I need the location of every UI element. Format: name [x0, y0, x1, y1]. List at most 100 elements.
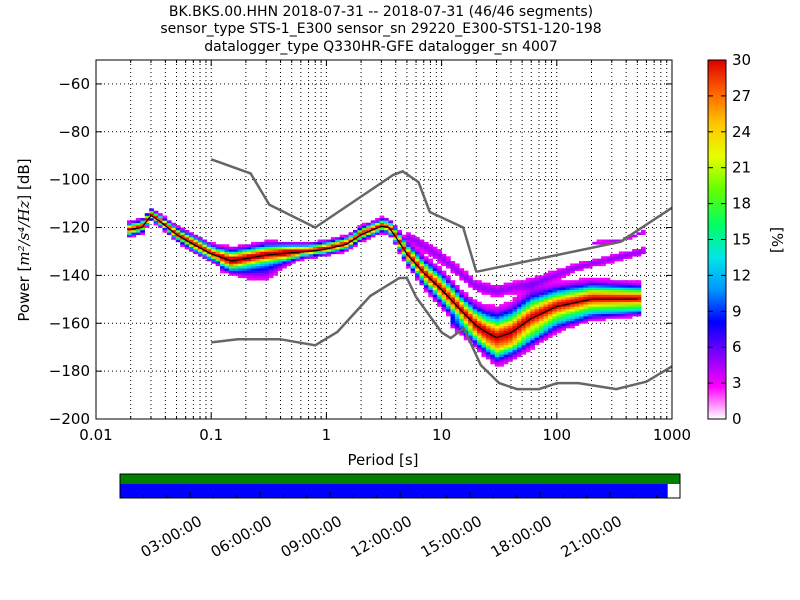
heatmap-cell: [539, 313, 544, 317]
heatmap-cell: [503, 313, 509, 317]
heatmap-cell: [273, 251, 278, 255]
heatmap-cell: [202, 239, 208, 243]
noise-model-curves: [127, 158, 672, 391]
heatmap-cell: [618, 256, 624, 259]
heatmap-cell: [454, 284, 460, 288]
heatmap-cell: [530, 296, 535, 300]
heatmap-cell: [565, 320, 571, 324]
heatmap-cell: [410, 256, 416, 259]
heatmap-cell: [570, 296, 575, 300]
heatmap-cell: [211, 261, 216, 264]
x-tick-label: 0.01: [79, 426, 112, 444]
heatmap-cell: [206, 253, 212, 257]
heatmap-cell: [636, 253, 642, 257]
heatmap-cell: [220, 253, 225, 257]
heatmap-cell: [587, 304, 593, 307]
heatmap-cell: [224, 249, 230, 252]
heatmap-cell: [321, 241, 327, 245]
heatmap-cell: [539, 323, 544, 326]
heatmap-cell: [503, 349, 509, 353]
heatmap-cell: [304, 256, 309, 259]
heatmap-cell: [627, 284, 633, 288]
heatmap-cell: [512, 287, 518, 291]
heatmap-cell: [556, 280, 562, 283]
heatmap-cell: [472, 280, 478, 283]
heatmap-cell: [547, 296, 553, 300]
heatmap-cell: [578, 308, 584, 312]
heatmap-cell: [481, 342, 487, 346]
heatmap-cell: [539, 306, 544, 310]
heatmap-cell: [459, 316, 465, 319]
heatmap-cell: [446, 280, 451, 283]
heatmap-cell: [543, 308, 549, 312]
heatmap-cell: [592, 277, 597, 281]
heatmap-cell: [375, 222, 380, 226]
heatmap-cell: [512, 308, 518, 312]
heatmap-cell: [574, 296, 580, 300]
heatmap-cell: [237, 273, 243, 276]
heatmap-cell: [521, 308, 527, 312]
heatmap-cell: [459, 270, 465, 274]
heatmap-cell: [601, 311, 606, 314]
heatmap-cell: [286, 258, 292, 262]
heatmap-cell: [415, 273, 420, 276]
heatmap-cell: [428, 268, 434, 271]
heatmap-cell: [530, 325, 535, 329]
heatmap-cell: [370, 227, 376, 231]
heatmap-cell: [556, 308, 562, 312]
heatmap-cell: [437, 275, 442, 279]
heatmap-cell: [552, 294, 558, 298]
heatmap-cell: [273, 244, 278, 247]
heatmap-cell: [313, 246, 318, 250]
heatmap-cell: [503, 320, 509, 324]
heatmap-cell: [299, 258, 305, 262]
heatmap-cell: [237, 270, 243, 274]
heatmap-cell: [206, 249, 212, 252]
heatmap-cell: [246, 244, 252, 247]
heatmap-cell: [578, 313, 584, 317]
heatmap-cell: [304, 241, 309, 245]
heatmap-cell: [547, 273, 553, 276]
heatmap-cell: [618, 316, 624, 319]
heatmap-cell: [158, 225, 163, 228]
heatmap-cell: [255, 273, 261, 276]
heatmap-cell: [295, 246, 301, 250]
heatmap-cell: [490, 311, 496, 314]
heatmap-cell: [636, 304, 642, 307]
heatmap-cell: [587, 316, 593, 319]
heatmap-cell: [428, 249, 434, 252]
heatmap-cell: [534, 304, 540, 307]
heatmap-cell: [618, 284, 624, 288]
heatmap-cell: [561, 296, 566, 300]
heatmap-cell: [578, 277, 584, 281]
heatmap-cell: [468, 325, 473, 329]
plot-frame: [95, 59, 673, 420]
heatmap-cell: [583, 301, 589, 305]
heatmap-cell: [609, 308, 615, 312]
heatmap-cell: [614, 287, 620, 291]
heatmap-cell: [211, 246, 216, 250]
heatmap-cell: [481, 282, 487, 286]
heatmap-cell: [193, 239, 199, 243]
heatmap-cell: [450, 268, 456, 271]
heatmap-cell: [339, 237, 345, 240]
heatmap-cell: [384, 220, 389, 224]
heatmap-cell: [494, 351, 500, 355]
heatmap-cell: [512, 356, 518, 360]
heatmap-cell: [561, 294, 566, 298]
heatmap-cell: [508, 304, 513, 307]
heatmap-cell: [525, 294, 531, 298]
heatmap-cell: [246, 249, 252, 252]
heatmap-cell: [237, 253, 243, 257]
heatmap-cell: [242, 256, 247, 259]
y-axis-label-unit: m²/s⁴/Hz: [15, 200, 33, 265]
heatmap-cell: [189, 234, 194, 238]
heatmap-cell: [601, 241, 606, 245]
heatmap-cell: [432, 270, 438, 274]
heatmap-cell: [233, 253, 239, 257]
heatmap-cell: [255, 256, 261, 259]
heatmap-cell: [516, 354, 522, 358]
heatmap-cell: [521, 311, 527, 314]
heatmap-cell: [153, 210, 159, 214]
heatmap-cell: [468, 282, 473, 286]
